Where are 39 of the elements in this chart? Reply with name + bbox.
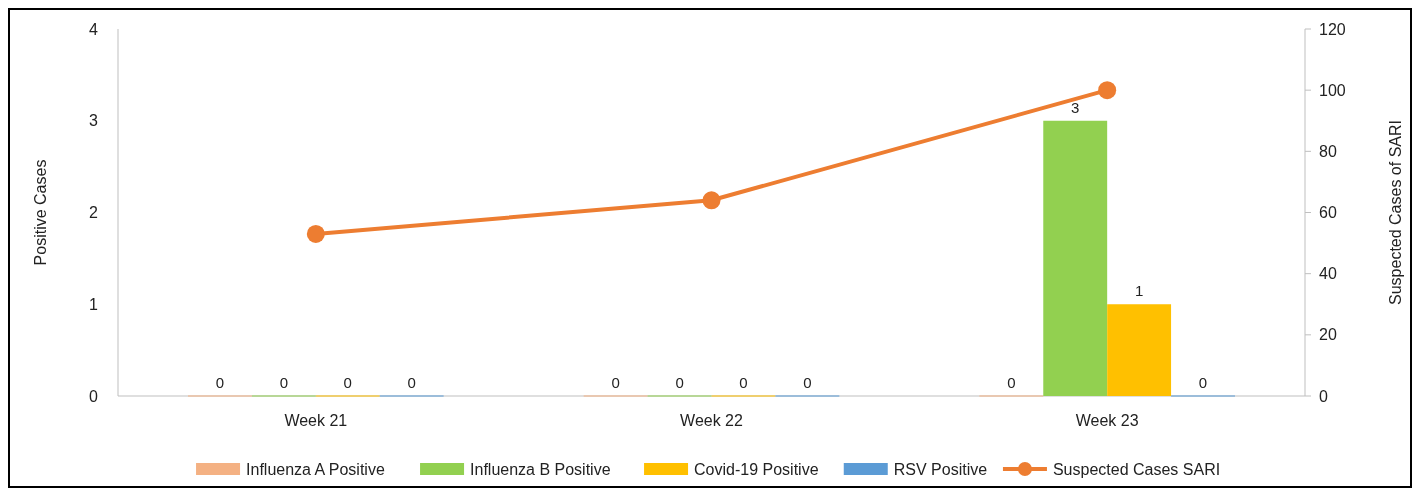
- bar: [1043, 120, 1108, 396]
- legend-label: Covid-19 Positive: [694, 460, 819, 478]
- y-tick-label: 2: [89, 204, 99, 222]
- y-tick-label: 4: [89, 20, 99, 38]
- bar: [1107, 304, 1172, 396]
- point: [306, 224, 325, 243]
- data-label: 0: [279, 374, 289, 391]
- y2-tick-label: 60: [1319, 204, 1337, 222]
- data-label: 1: [1134, 282, 1144, 300]
- x-tick-label: Week 22: [680, 412, 744, 429]
- data-label: 0: [1198, 374, 1208, 391]
- y2-tick-label: 80: [1319, 142, 1337, 160]
- point: [1098, 81, 1117, 100]
- x-tick-label: Week 23: [1075, 412, 1139, 429]
- y2-tick-label: 100: [1319, 81, 1346, 99]
- x-tick-label: Week 21: [284, 412, 348, 429]
- data-label: 0: [215, 374, 225, 391]
- y-tick-label: 1: [89, 295, 99, 313]
- legend-label: Suspected Cases SARI: [1052, 460, 1221, 478]
- data-label: 0: [1007, 374, 1016, 391]
- data-label: 0: [739, 374, 748, 391]
- data-label: 0: [803, 374, 812, 391]
- data-label: 0: [675, 374, 684, 391]
- data-label: 0: [407, 374, 416, 391]
- legend-label: Influenza B Positive: [470, 460, 611, 478]
- legend-label: RSV Positive: [893, 460, 988, 478]
- y2-tick-label: 40: [1319, 265, 1337, 283]
- legend-label: Influenza A Positive: [246, 460, 385, 478]
- y2-tick-label: 120: [1319, 20, 1346, 38]
- y2-axis-title: Suspected Cases of SARI: [1387, 120, 1404, 305]
- y-tick-label: 3: [89, 112, 99, 130]
- data-label: 0: [611, 374, 620, 391]
- data-label: 0: [343, 374, 352, 391]
- point: [702, 191, 721, 210]
- y-axis-title: Positive Cases: [32, 159, 49, 266]
- y2-tick-label: 0: [1319, 387, 1328, 405]
- y2-tick-label: 20: [1319, 326, 1337, 344]
- y-tick-label: 0: [89, 387, 99, 405]
- data-label: 3: [1071, 98, 1080, 116]
